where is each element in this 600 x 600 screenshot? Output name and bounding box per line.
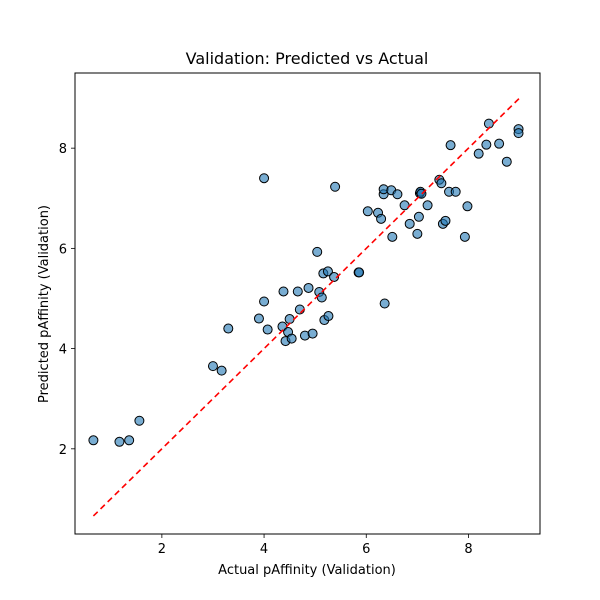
data-point	[292, 286, 303, 297]
data-point	[412, 228, 423, 239]
data-point	[494, 138, 505, 149]
y-tick-label: 4	[59, 343, 67, 358]
data-point	[392, 189, 403, 200]
data-point	[286, 333, 297, 344]
plot-area: 2 4 6 8 2 4 6 8	[59, 72, 541, 557]
data-point	[316, 292, 327, 303]
data-point	[379, 298, 390, 309]
x-axis-label: Actual pAffinity (Validation)	[218, 563, 396, 578]
chart-title: Validation: Predicted vs Actual	[186, 49, 429, 68]
data-point	[259, 296, 270, 307]
data-point	[259, 173, 270, 184]
data-point	[459, 231, 470, 242]
data-point	[207, 361, 218, 372]
data-point	[513, 128, 524, 139]
data-point	[462, 201, 473, 212]
data-point	[483, 118, 494, 129]
data-point	[216, 365, 227, 376]
data-point	[284, 314, 295, 325]
y-tick-label: 8	[59, 142, 67, 157]
data-point	[253, 313, 264, 324]
data-point	[134, 415, 145, 426]
data-point	[422, 200, 433, 211]
data-point	[354, 267, 365, 278]
data-point	[262, 324, 273, 335]
x-tick-label: 2	[158, 542, 166, 557]
data-point	[450, 186, 461, 197]
data-point	[387, 231, 398, 242]
data-point	[473, 148, 484, 159]
data-point	[481, 139, 492, 150]
data-point	[329, 271, 340, 282]
data-point	[114, 436, 125, 447]
data-point	[362, 206, 373, 217]
data-point	[223, 323, 234, 334]
data-point	[436, 178, 447, 189]
x-tick-label: 6	[362, 542, 370, 557]
data-point	[307, 328, 318, 339]
x-tick-label: 4	[260, 542, 268, 557]
data-point	[376, 213, 387, 224]
data-point	[330, 181, 341, 192]
axes-frame	[74, 72, 541, 535]
data-point	[312, 246, 323, 257]
data-point	[501, 156, 512, 167]
data-point	[88, 435, 99, 446]
data-point	[445, 140, 456, 151]
data-point	[399, 200, 410, 211]
x-tick-label: 8	[464, 542, 472, 557]
data-point	[323, 311, 334, 322]
data-point	[413, 211, 424, 222]
y-tick-label: 6	[59, 242, 67, 257]
data-point	[404, 218, 415, 229]
data-point	[440, 215, 451, 226]
data-point	[303, 282, 314, 293]
y-tick-label: 2	[59, 443, 67, 458]
data-point	[124, 435, 135, 446]
data-point	[278, 286, 289, 297]
data-point	[322, 266, 333, 277]
y-axis-label: Predicted pAffinity (Validation)	[37, 205, 52, 403]
